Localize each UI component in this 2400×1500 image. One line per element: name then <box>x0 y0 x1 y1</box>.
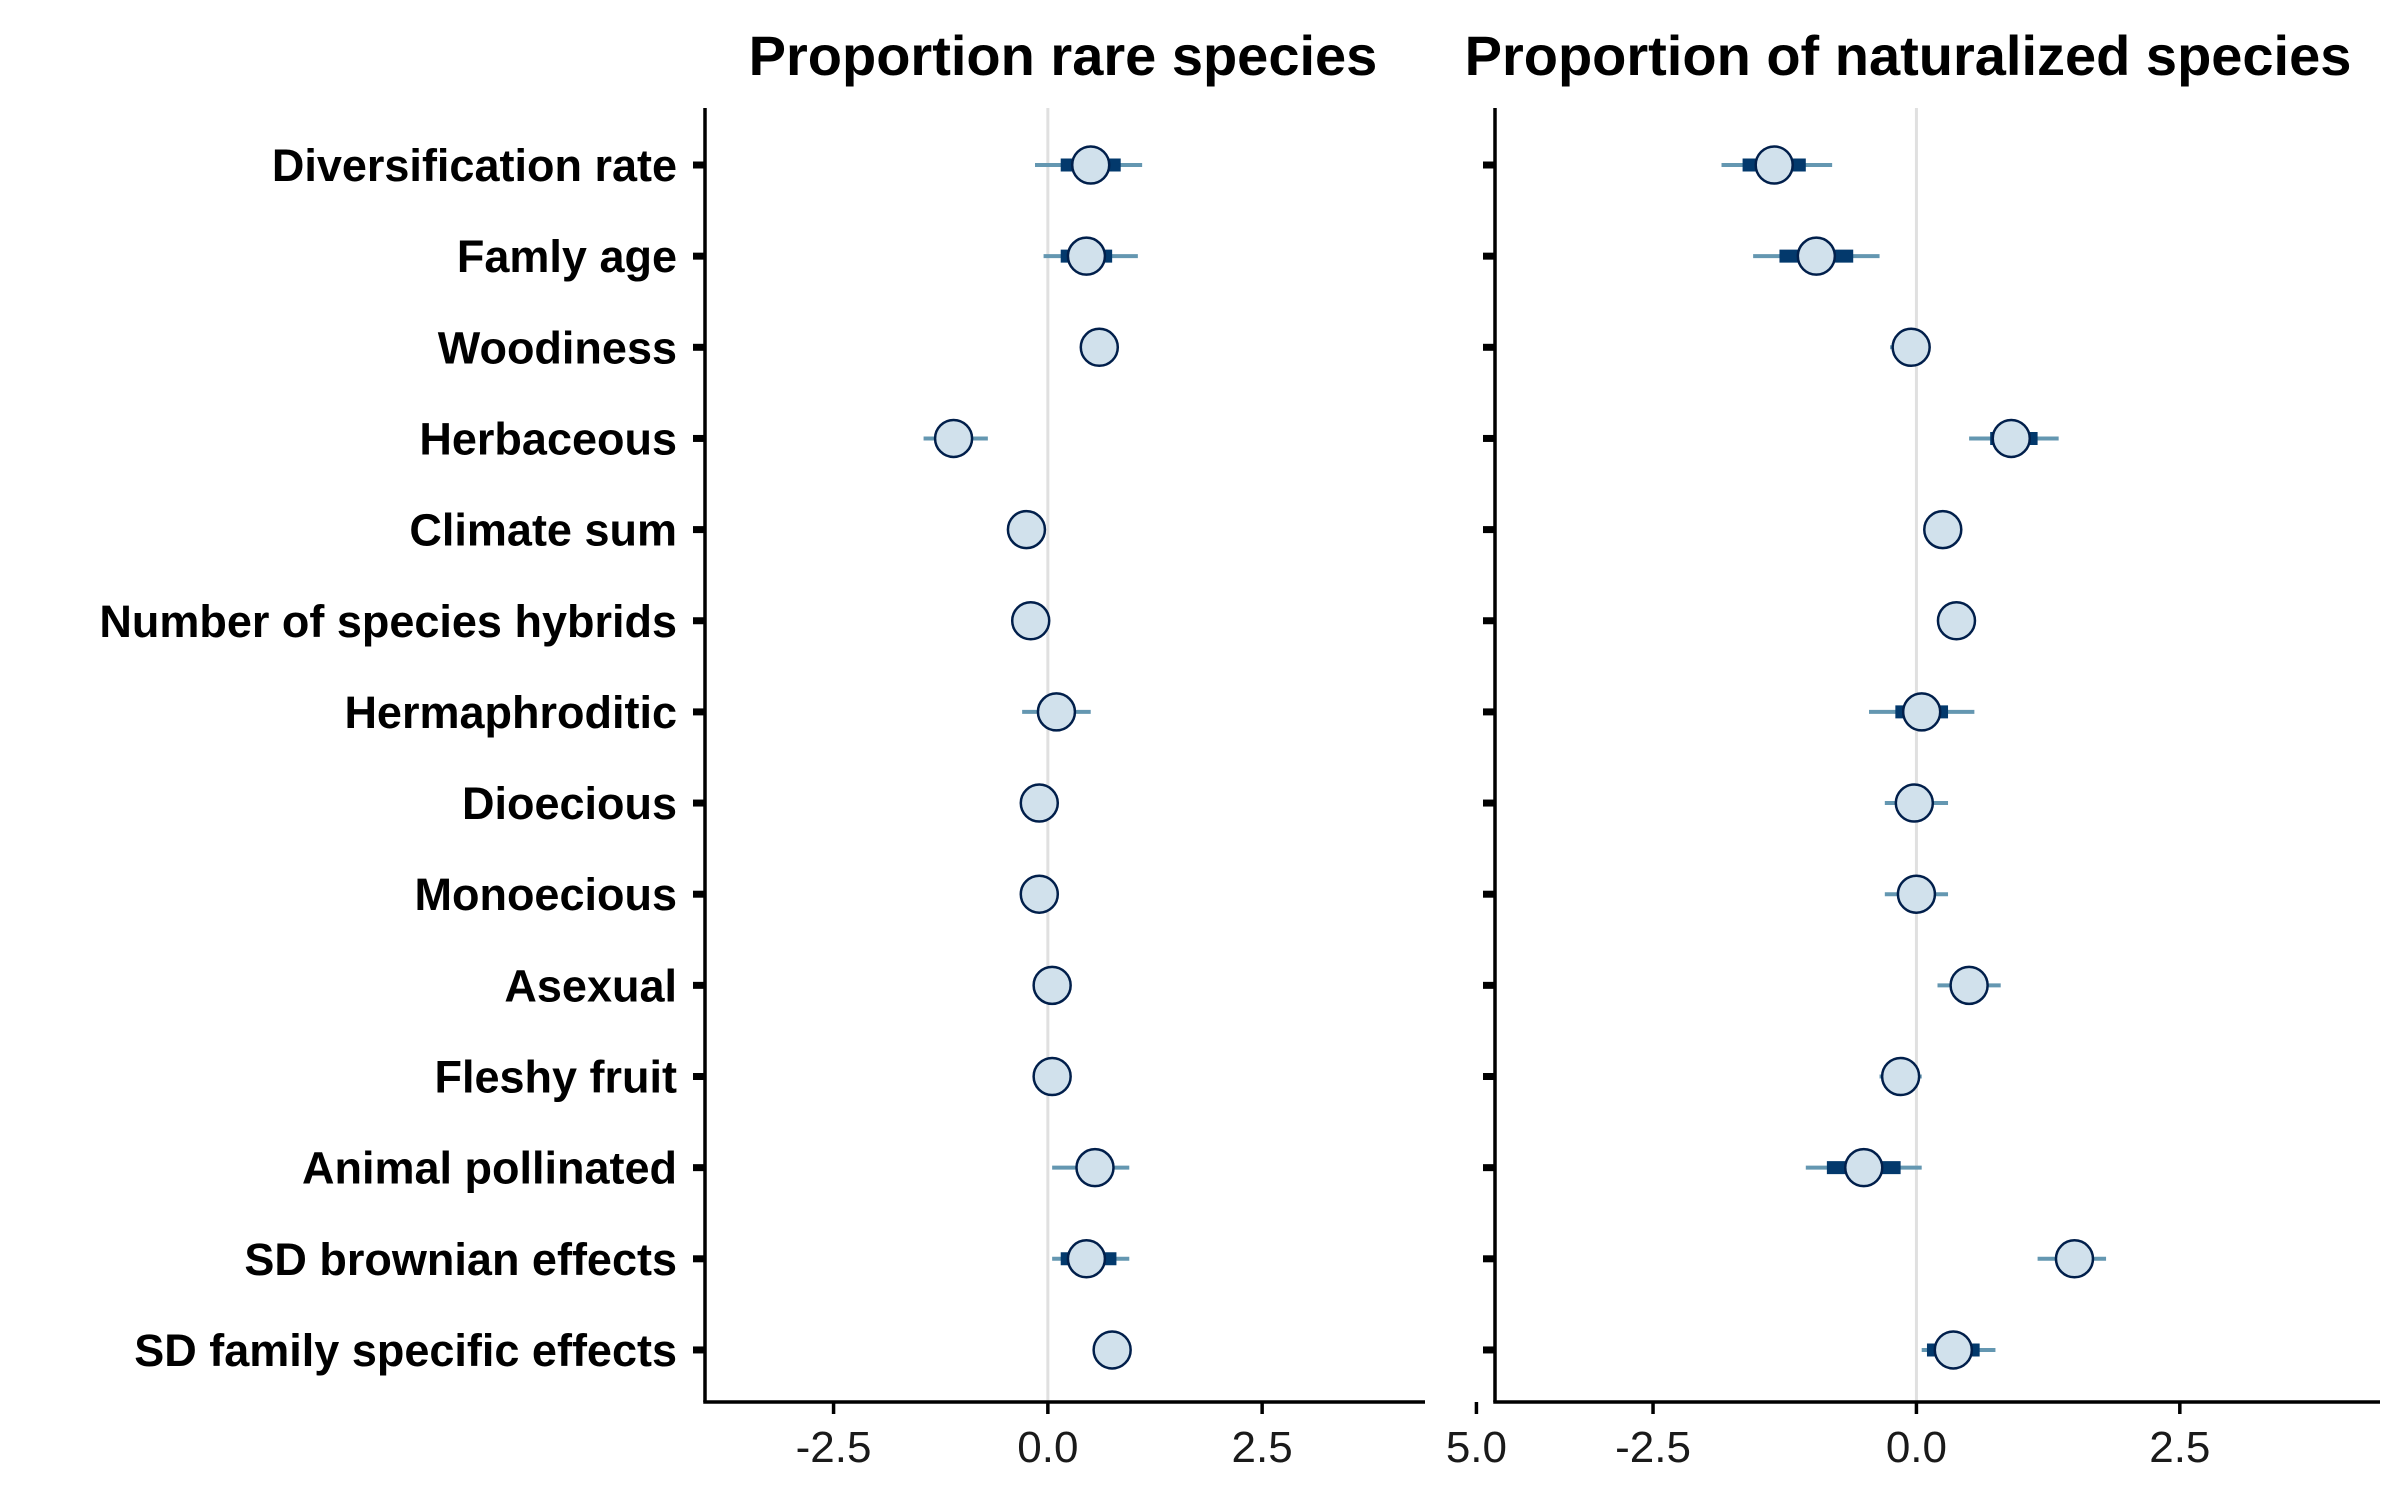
y-tick-label: Famly age <box>457 231 677 282</box>
x-tick-label: 0.0 <box>1886 1423 1947 1472</box>
estimate-point <box>1075 1147 1115 1188</box>
panel-naturalized-species: Proportion of naturalized species -2.5 0.… <box>1465 24 2380 1472</box>
estimate-point <box>1754 145 1794 185</box>
estimate-point <box>1032 1056 1072 1097</box>
estimate-point <box>933 418 974 459</box>
y-tick-label: Fleshy fruit <box>434 1052 677 1103</box>
estimate-point <box>1019 874 1060 914</box>
estimate-point <box>1891 327 1931 368</box>
x-tick-label: 0.0 <box>1017 1423 1078 1472</box>
x-tick-label: 2.5 <box>2149 1423 2210 1472</box>
y-tick-label: Diversification rate <box>272 140 677 191</box>
estimate-point <box>1006 509 1047 550</box>
estimate-point <box>1070 145 1111 185</box>
panel-title-naturalized: Proportion of naturalized species <box>1465 24 2352 87</box>
estimate-point <box>1032 965 1072 1006</box>
y-tick-label: Animal pollinated <box>302 1143 677 1194</box>
x-tick-label: 5.0 <box>1446 1423 1507 1472</box>
estimate-point <box>1010 601 1051 641</box>
estimate-point <box>1844 1147 1884 1188</box>
estimate-point <box>1079 327 1120 368</box>
y-tick-label: Asexual <box>504 960 677 1011</box>
x-tick-label: -2.5 <box>796 1423 872 1472</box>
y-tick-label: Dioecious <box>462 778 677 829</box>
estimate-point <box>1019 783 1060 823</box>
estimate-point <box>1036 692 1077 732</box>
y-tick-label: Number of species hybrids <box>99 596 677 647</box>
x-tick-label: 2.5 <box>1232 1423 1293 1472</box>
estimate-point <box>1796 236 1837 276</box>
y-tick-label: Woodiness <box>438 322 677 373</box>
y-tick-label: Monoecious <box>414 869 677 920</box>
estimate-point <box>2054 1239 2095 1279</box>
x-tick-label: -2.5 <box>1615 1423 1691 1472</box>
estimate-point <box>1901 692 1942 732</box>
estimate-point <box>1991 418 2031 459</box>
estimate-point <box>1880 1056 1921 1097</box>
estimate-point <box>1896 874 1937 914</box>
estimate-point <box>1092 1330 1132 1370</box>
y-axis-labels: Diversification rate Famly age Woodiness He… <box>99 140 677 1376</box>
estimate-point <box>1933 1330 1974 1370</box>
y-tick-label: Hermaphroditic <box>344 687 677 738</box>
panel-rare-species: Proportion rare species -2.5 0.0 2.5 5.0 <box>693 24 1507 1472</box>
panel-title-rare: Proportion rare species <box>749 24 1378 87</box>
estimate-point <box>1066 236 1107 276</box>
estimate-point <box>1923 509 1963 550</box>
y-tick-label: SD brownian effects <box>244 1234 677 1285</box>
y-tick-label: SD family specific effects <box>134 1325 677 1376</box>
estimate-point <box>1949 965 1989 1006</box>
estimate-point <box>1066 1239 1107 1279</box>
estimate-point <box>1894 783 1935 823</box>
y-tick-label: Herbaceous <box>419 413 677 464</box>
estimate-point <box>1936 601 1977 641</box>
y-tick-label: Climate sum <box>409 505 677 556</box>
